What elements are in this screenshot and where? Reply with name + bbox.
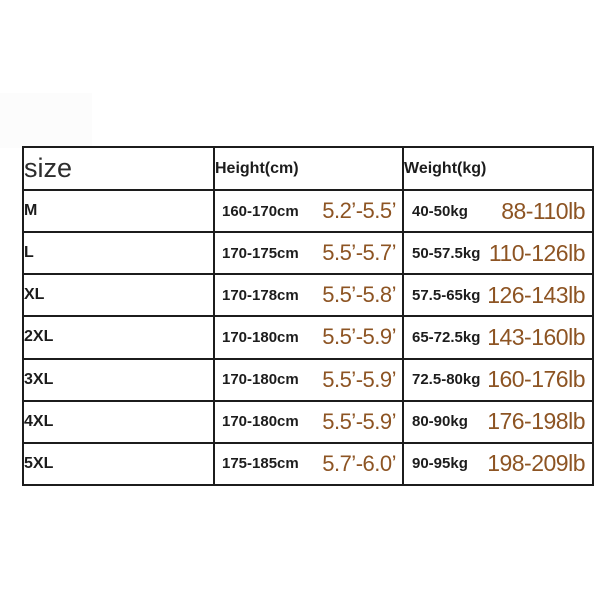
- weight-kg-value: 80-90kg: [412, 413, 468, 431]
- table-row: 5XL 175-185cm 5.7’-6.0’ 90-95kg 198-209l…: [22, 441, 594, 487]
- header-row: size Height(cm) Weight(kg): [22, 146, 594, 191]
- height-ft-value: 5.5’-5.8’: [322, 282, 396, 308]
- size-chart-table: size Height(cm) Weight(kg) M 160-170cm 5…: [22, 146, 594, 487]
- height-cm-value: 170-180cm: [222, 413, 299, 431]
- weight-kg-value: 72.5-80kg: [412, 371, 481, 389]
- height-cell: 170-180cm 5.5’-5.9’: [213, 315, 404, 360]
- height-cell: 170-180cm 5.5’-5.9’: [213, 357, 404, 402]
- weight-lb-value: 160-176lb: [487, 366, 585, 393]
- weight-cell: 72.5-80kg 160-176lb: [402, 357, 594, 402]
- weight-lb-value: 126-143lb: [487, 281, 585, 308]
- height-ft-value: 5.7’-6.0’: [322, 450, 396, 476]
- height-ft-value: 5.5’-5.7’: [322, 240, 396, 266]
- size-label: M: [22, 188, 215, 234]
- size-column-header: size: [22, 146, 215, 191]
- table-row: L 170-175cm 5.5’-5.7’ 50-57.5kg 110-126l…: [22, 231, 594, 276]
- weight-column-header: Weight(kg): [402, 146, 594, 191]
- height-cell: 175-185cm 5.7’-6.0’: [213, 441, 404, 487]
- size-label: 4XL: [22, 399, 215, 444]
- height-cm-value: 175-185cm: [222, 455, 299, 473]
- height-cell: 170-178cm 5.5’-5.8’: [213, 273, 404, 318]
- size-label: 5XL: [22, 441, 215, 487]
- table-row: 2XL 170-180cm 5.5’-5.9’ 65-72.5kg 143-16…: [22, 315, 594, 360]
- weight-kg-value: 40-50kg: [412, 202, 468, 220]
- height-cell: 160-170cm 5.2’-5.5’: [213, 188, 404, 234]
- weight-cell: 80-90kg 176-198lb: [402, 399, 594, 444]
- height-cm-value: 170-180cm: [222, 328, 299, 346]
- weight-lb-value: 176-198lb: [487, 408, 585, 435]
- height-column-header: Height(cm): [213, 146, 404, 191]
- size-label: L: [22, 231, 215, 276]
- weight-lb-value: 143-160lb: [487, 323, 585, 350]
- height-ft-value: 5.5’-5.9’: [322, 366, 396, 392]
- weight-lb-value: 198-209lb: [487, 450, 585, 477]
- height-cell: 170-175cm 5.5’-5.7’: [213, 231, 404, 276]
- height-ft-value: 5.2’-5.5’: [322, 198, 396, 224]
- height-ft-value: 5.5’-5.9’: [322, 324, 396, 350]
- weight-cell: 50-57.5kg 110-126lb: [402, 231, 594, 276]
- weight-lb-value: 88-110lb: [501, 197, 585, 224]
- weight-cell: 65-72.5kg 143-160lb: [402, 315, 594, 360]
- weight-cell: 57.5-65kg 126-143lb: [402, 273, 594, 318]
- table-row: M 160-170cm 5.2’-5.5’ 40-50kg 88-110lb: [22, 188, 594, 234]
- size-label: 3XL: [22, 357, 215, 402]
- weight-lb-value: 110-126lb: [488, 239, 586, 266]
- weight-cell: 90-95kg 198-209lb: [402, 441, 594, 487]
- height-cm-value: 170-180cm: [222, 371, 299, 389]
- height-cm-value: 170-178cm: [222, 286, 299, 304]
- size-label: XL: [22, 273, 215, 318]
- height-cm-value: 170-175cm: [222, 244, 299, 262]
- table-row: 4XL 170-180cm 5.5’-5.9’ 80-90kg 176-198l…: [22, 399, 594, 444]
- weight-kg-value: 50-57.5kg: [412, 244, 481, 262]
- height-ft-value: 5.5’-5.9’: [322, 408, 396, 434]
- height-cm-value: 160-170cm: [222, 202, 299, 220]
- height-cell: 170-180cm 5.5’-5.9’: [213, 399, 404, 444]
- weight-cell: 40-50kg 88-110lb: [402, 188, 594, 234]
- weight-kg-value: 90-95kg: [412, 455, 468, 473]
- size-label: 2XL: [22, 315, 215, 360]
- weight-kg-value: 57.5-65kg: [412, 286, 481, 304]
- table-row: XL 170-178cm 5.5’-5.8’ 57.5-65kg 126-143…: [22, 273, 594, 318]
- faint-background-box: [0, 93, 92, 148]
- table-row: 3XL 170-180cm 5.5’-5.9’ 72.5-80kg 160-17…: [22, 357, 594, 402]
- weight-kg-value: 65-72.5kg: [412, 328, 481, 346]
